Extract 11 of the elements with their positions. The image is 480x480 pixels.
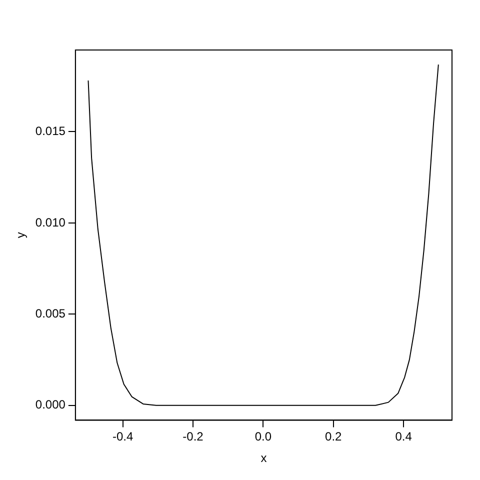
- y-tick-label: 0.000: [35, 398, 66, 412]
- x-tick-label: -0.4: [112, 430, 134, 444]
- x-tick-label: 0.2: [325, 430, 342, 444]
- x-tick-label: 0.0: [254, 430, 272, 444]
- x-tick-label: 0.4: [395, 430, 412, 444]
- x-tick-label: -0.2: [182, 430, 204, 444]
- y-tick-label: 0.010: [35, 215, 66, 230]
- y-tick-label: 0.005: [35, 306, 66, 321]
- y-tick-label: 0.015: [35, 124, 66, 138]
- y-axis-title: y: [14, 232, 28, 238]
- x-axis-title: x: [260, 451, 267, 466]
